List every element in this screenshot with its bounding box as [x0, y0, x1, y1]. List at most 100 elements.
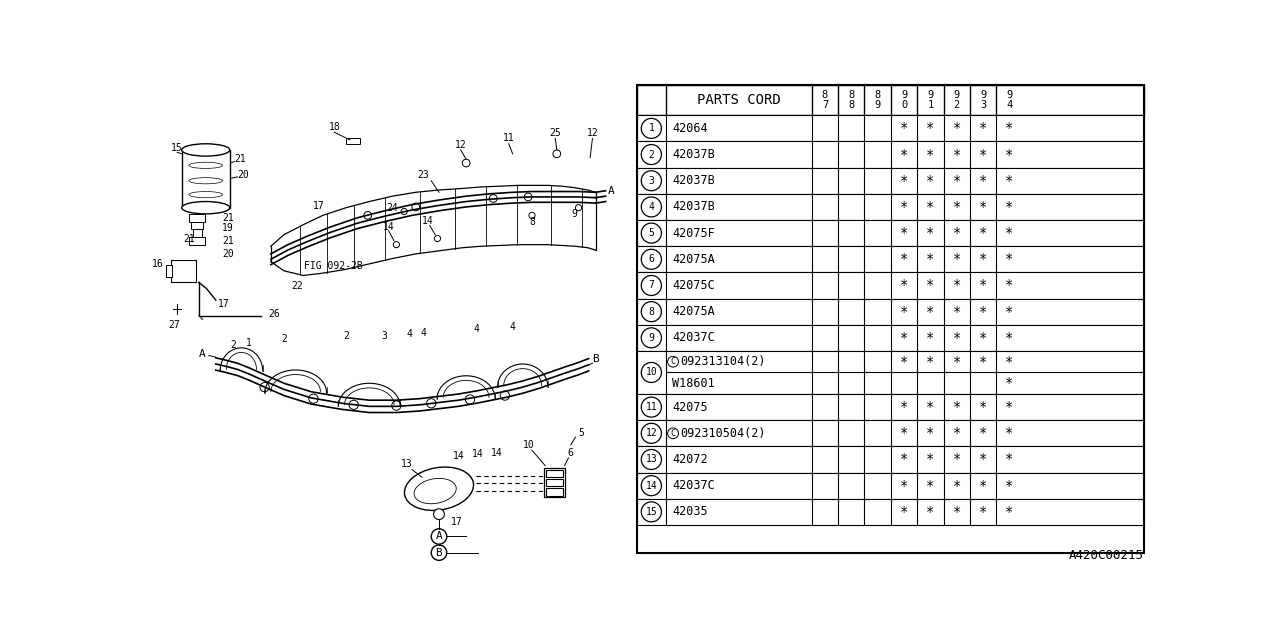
Text: 7: 7 — [649, 280, 654, 291]
Text: *: * — [900, 173, 909, 188]
Text: 12: 12 — [454, 140, 467, 150]
Text: *: * — [1005, 200, 1014, 214]
Text: *: * — [1005, 505, 1014, 519]
Text: 9
1: 9 1 — [927, 90, 933, 110]
Text: 6: 6 — [649, 254, 654, 264]
Text: 14: 14 — [645, 481, 657, 491]
Text: *: * — [979, 400, 987, 414]
Bar — [191, 221, 204, 229]
Text: *: * — [979, 452, 987, 467]
Text: *: * — [979, 331, 987, 345]
Text: *: * — [979, 200, 987, 214]
Bar — [547, 470, 563, 477]
Text: *: * — [952, 252, 961, 266]
Text: 27: 27 — [168, 320, 179, 330]
Text: 2: 2 — [649, 150, 654, 159]
Bar — [636, 472, 1144, 499]
Text: 1: 1 — [246, 338, 252, 348]
Bar — [636, 420, 1144, 447]
Text: 092310504(2): 092310504(2) — [680, 427, 765, 440]
Text: *: * — [1005, 400, 1014, 414]
Text: *: * — [1005, 148, 1014, 161]
Text: *: * — [927, 479, 934, 493]
Text: 17: 17 — [218, 299, 230, 309]
Text: 10: 10 — [524, 440, 535, 450]
Text: 21: 21 — [234, 154, 246, 164]
Text: 42072: 42072 — [672, 453, 708, 466]
Text: 42064: 42064 — [672, 122, 708, 135]
Text: 19: 19 — [221, 223, 234, 233]
Text: C: C — [671, 357, 676, 366]
Text: *: * — [1005, 355, 1014, 369]
Text: 9: 9 — [649, 333, 654, 343]
Text: *: * — [1005, 278, 1014, 292]
Bar — [636, 84, 1144, 115]
Text: *: * — [900, 200, 909, 214]
Text: 11: 11 — [645, 402, 657, 412]
Text: 42075F: 42075F — [672, 227, 716, 239]
Text: *: * — [900, 226, 909, 240]
Text: *: * — [1005, 479, 1014, 493]
Text: 2: 2 — [282, 333, 287, 344]
Text: A420C00215: A420C00215 — [1069, 549, 1144, 562]
Text: *: * — [952, 400, 961, 414]
Bar — [189, 214, 205, 221]
Text: C: C — [671, 429, 676, 438]
Text: 4: 4 — [649, 202, 654, 212]
Text: *: * — [952, 355, 961, 369]
Bar — [189, 237, 205, 244]
Text: 5: 5 — [649, 228, 654, 238]
Bar — [636, 324, 1144, 351]
Text: *: * — [979, 122, 987, 136]
Text: *: * — [927, 452, 934, 467]
Text: *: * — [900, 505, 909, 519]
Text: 42037B: 42037B — [672, 200, 716, 213]
Text: *: * — [979, 305, 987, 319]
Text: *: * — [952, 226, 961, 240]
Text: 3: 3 — [649, 176, 654, 186]
Text: 42035: 42035 — [672, 506, 708, 518]
Text: *: * — [927, 200, 934, 214]
Bar — [346, 138, 360, 144]
Bar — [636, 499, 1144, 525]
Text: 23: 23 — [417, 170, 429, 180]
Text: *: * — [927, 505, 934, 519]
Bar — [636, 168, 1144, 194]
Text: 9
0: 9 0 — [901, 90, 908, 110]
Text: 42037C: 42037C — [672, 332, 716, 344]
Bar — [636, 298, 1144, 324]
Text: A: A — [200, 349, 206, 359]
Text: B: B — [593, 354, 599, 364]
Text: *: * — [900, 400, 909, 414]
Text: W18601: W18601 — [672, 377, 716, 390]
Text: *: * — [979, 148, 987, 161]
Bar — [636, 84, 1144, 553]
Text: *: * — [927, 426, 934, 440]
Text: *: * — [1005, 426, 1014, 440]
Ellipse shape — [404, 467, 474, 511]
Text: 8: 8 — [649, 307, 654, 317]
Text: *: * — [952, 452, 961, 467]
Text: A: A — [608, 186, 614, 196]
Text: *: * — [927, 173, 934, 188]
Text: 092313104(2): 092313104(2) — [680, 355, 765, 368]
Text: *: * — [1005, 173, 1014, 188]
Text: 17: 17 — [314, 201, 325, 211]
Text: 15: 15 — [645, 507, 657, 517]
Ellipse shape — [182, 202, 229, 214]
Text: *: * — [1005, 331, 1014, 345]
Text: *: * — [927, 278, 934, 292]
Text: 2: 2 — [230, 340, 237, 349]
Text: 20: 20 — [221, 249, 234, 259]
Text: *: * — [1005, 122, 1014, 136]
Text: 11: 11 — [503, 133, 515, 143]
Text: *: * — [979, 479, 987, 493]
Text: 2: 2 — [343, 332, 349, 341]
Text: 21: 21 — [221, 212, 234, 223]
Bar — [170, 260, 196, 282]
Text: 6: 6 — [568, 447, 573, 458]
Text: 12: 12 — [586, 128, 598, 138]
Bar — [182, 150, 229, 208]
Text: *: * — [979, 278, 987, 292]
Bar — [636, 220, 1144, 246]
